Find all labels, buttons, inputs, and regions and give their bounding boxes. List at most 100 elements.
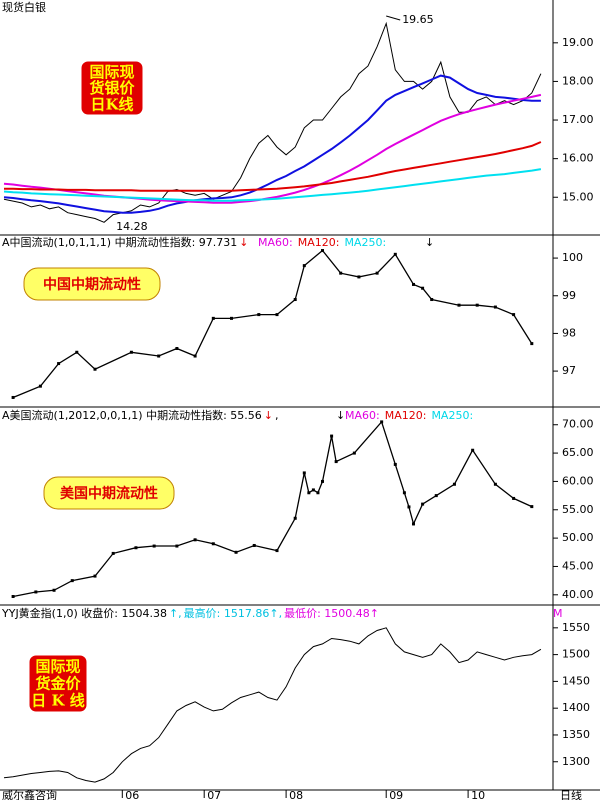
y-tick-label: 1450: [562, 674, 590, 687]
point-marker: [175, 544, 179, 548]
high-label: 19.65: [402, 13, 434, 26]
y-tick-label: 70.00: [562, 418, 594, 431]
series-line: [3, 21, 542, 223]
point-marker: [175, 346, 179, 350]
point-marker: [471, 448, 475, 452]
point-marker: [275, 313, 279, 317]
point-marker: [211, 316, 215, 320]
point-marker: [339, 271, 343, 275]
series-line: [3, 93, 542, 204]
panel-header: A中国流动(1,0,1,1,1) 中期流动性指数: 97.731 ↓: [2, 235, 249, 249]
point-marker: [493, 305, 497, 309]
y-tick-label: 18.00: [562, 74, 594, 87]
badge-text: 日 K 线: [31, 692, 84, 710]
low-label: 14.28: [116, 220, 148, 233]
series-line: [12, 249, 533, 399]
header-part: ,: [275, 409, 279, 422]
point-marker: [293, 516, 297, 520]
header-part: ↓: [239, 236, 248, 249]
point-marker: [475, 303, 479, 307]
point-marker: [530, 505, 534, 509]
ma-labels: MA60: MA120: MA250:: [345, 409, 473, 422]
point-marker: [452, 482, 456, 486]
panel-title: 现货白银: [2, 0, 46, 14]
series-line: [3, 168, 542, 202]
ma-label: MA250:: [344, 236, 386, 249]
point-marker: [275, 549, 279, 553]
series-line: [3, 74, 541, 214]
panel-header: A美国流动(1,2012,0,0,1,1) 中期流动性指数: 55.56 ↓,: [2, 408, 279, 422]
header-part: A中国流动(1,0,1,1,1) 中期流动性指数: 97.731: [2, 235, 237, 249]
y-tick-label: 45.00: [562, 559, 594, 572]
point-marker: [152, 544, 156, 548]
header-part: ↑,: [169, 607, 182, 620]
ma-label: MA250:: [431, 409, 473, 422]
x-tick-label: 06: [125, 789, 139, 800]
ma-label: MA120:: [298, 236, 340, 249]
point-marker: [257, 313, 261, 317]
ma-label: MA120:: [385, 409, 427, 422]
badge-box: [23, 267, 161, 301]
point-marker: [334, 460, 338, 464]
x-tick-label: 09: [389, 789, 403, 800]
point-marker: [457, 303, 461, 307]
badge-text: 中国中期流动性: [43, 276, 141, 293]
y-tick-label: 17.00: [562, 113, 594, 126]
badge-box: [81, 61, 143, 115]
point-marker: [302, 471, 306, 475]
x-tick-label: 10: [471, 789, 485, 800]
point-marker: [434, 494, 438, 498]
y-tick-label: 40.00: [562, 588, 594, 601]
point-marker: [193, 354, 197, 358]
point-marker: [52, 588, 56, 592]
point-marker: [57, 362, 61, 366]
point-marker: [211, 542, 215, 546]
y-tick-label: 19.00: [562, 36, 594, 49]
point-marker: [111, 551, 115, 555]
series-line: [4, 141, 542, 192]
badge: 美国中期流动性: [43, 476, 175, 510]
point-marker: [11, 594, 15, 598]
point-marker: [134, 546, 138, 550]
point-marker: [11, 395, 15, 399]
point-marker: [252, 543, 256, 547]
point-marker: [402, 491, 406, 495]
x-tick-label: 07: [207, 789, 221, 800]
y-tick-label: 1350: [562, 728, 590, 741]
y-tick-label: 1400: [562, 701, 590, 714]
point-marker: [393, 462, 397, 466]
series-line: [3, 627, 542, 783]
badge-box: [29, 655, 87, 712]
badge-box: [43, 476, 175, 510]
point-marker: [352, 451, 356, 455]
header-part: 最高价: 1517.86↑,: [184, 606, 282, 620]
y-tick-label: 50.00: [562, 531, 594, 544]
point-marker: [407, 505, 411, 509]
point-marker: [512, 496, 516, 500]
badge-text: 国际现: [35, 657, 80, 675]
badge-text: 美国中期流动性: [60, 485, 158, 502]
point-marker: [321, 479, 324, 483]
badge: 中国中期流动性: [23, 267, 161, 301]
y-tick-label: 60.00: [562, 474, 594, 487]
y-tick-label: 1500: [562, 648, 590, 661]
point-marker: [493, 482, 497, 486]
y-tick-label: 99: [562, 289, 576, 302]
point-marker: [34, 590, 38, 594]
y-tick-label: 97: [562, 364, 576, 377]
point-marker: [380, 420, 384, 424]
point-marker: [412, 522, 415, 526]
point-marker: [93, 367, 97, 371]
badge-text: 日K线: [90, 95, 133, 113]
point-marker: [357, 275, 361, 279]
header-part: 最低价: 1500.48↑: [284, 607, 379, 620]
panel-header: YYJ黄金指(1,0) 收盘价: 1504.38 ↑, 最高价: 1517.86↑,…: [1, 606, 379, 620]
badge-text: 货金价: [35, 675, 81, 693]
y-tick-label: 1300: [562, 755, 590, 768]
point-marker: [321, 249, 324, 253]
header-part: ↓: [264, 409, 273, 422]
ma-label: MA60:: [345, 409, 380, 422]
